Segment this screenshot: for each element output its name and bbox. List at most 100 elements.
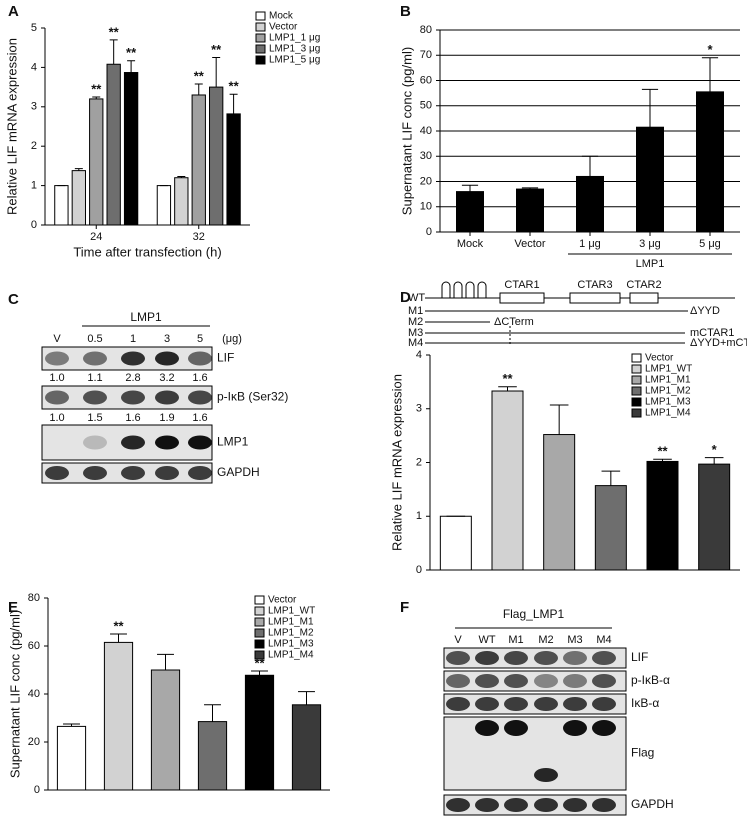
ctar2-box <box>629 292 659 304</box>
x-tick-label: Mock <box>457 238 484 250</box>
band <box>534 651 558 665</box>
band <box>592 674 616 688</box>
y-tick-label: 3 <box>31 101 37 113</box>
band <box>504 798 528 812</box>
band <box>121 351 145 366</box>
band <box>188 466 212 480</box>
significance: ** <box>502 371 513 386</box>
domain-label: CTAR2 <box>626 279 661 291</box>
significance: ** <box>126 45 137 60</box>
lane-label: 1 <box>130 333 136 345</box>
error-bar <box>704 457 724 465</box>
schematic <box>425 281 735 346</box>
y-tick-label: 40 <box>420 125 432 137</box>
significance: ** <box>113 618 124 633</box>
band <box>475 798 499 812</box>
legend-swatch <box>631 408 642 418</box>
bar <box>106 63 121 226</box>
row-label: LMP1 <box>217 435 249 449</box>
lane-label: M1 <box>508 634 523 646</box>
band <box>83 435 107 450</box>
bar <box>56 725 87 791</box>
band <box>188 390 212 405</box>
row-label: M1 <box>408 305 423 317</box>
band <box>45 390 69 405</box>
y-tick-label: 0 <box>426 226 432 238</box>
bar <box>89 98 104 226</box>
y-tick-label: 80 <box>420 24 432 36</box>
error-bar <box>194 83 203 95</box>
y-tick-label: 4 <box>416 349 422 361</box>
bar <box>594 485 627 571</box>
y-axis-title: Supernatant LIF conc (pg/ml) <box>7 610 22 778</box>
error-bar <box>521 187 539 190</box>
error-bar <box>601 470 621 486</box>
legend-swatch <box>254 606 265 616</box>
significance: ** <box>91 81 102 96</box>
quant-value: 1.6 <box>192 412 207 424</box>
quant-value: 2.8 <box>125 372 140 384</box>
band <box>188 351 212 366</box>
legend-label: LMP1_WT <box>268 606 315 617</box>
significance: ** <box>657 444 668 459</box>
band <box>475 697 499 711</box>
row-label: p-IκB (Ser32) <box>217 390 288 404</box>
y-tick-label: 40 <box>28 688 40 700</box>
error-bar <box>581 155 599 177</box>
significance: * <box>707 42 713 57</box>
band <box>446 798 470 812</box>
bar <box>698 463 731 571</box>
legend-swatch <box>631 353 642 363</box>
error-bar <box>653 458 672 462</box>
error-bar <box>229 93 238 114</box>
quant-value: 1.6 <box>192 372 207 384</box>
legend-label: LMP1_WT <box>645 364 692 375</box>
legend-label: LMP1_5 μg <box>269 55 320 66</box>
band <box>446 697 470 711</box>
bar <box>103 641 134 791</box>
row-label: p-IκB-α <box>631 673 670 687</box>
row-label: M2 <box>408 316 423 328</box>
significance: * <box>712 442 718 457</box>
error-bar <box>298 691 315 705</box>
panel-label: D <box>400 289 411 306</box>
bar <box>456 191 484 233</box>
legend-swatch <box>631 375 642 385</box>
y-axis-title: Relative LIF mRNA expression <box>4 38 19 215</box>
row-label: GAPDH <box>631 797 674 811</box>
band <box>592 651 616 665</box>
x-tick-label: 5 μg <box>699 238 721 250</box>
significance: ** <box>211 42 222 57</box>
significance: ** <box>194 68 205 83</box>
lane-label: 0.5 <box>87 333 102 345</box>
y-tick-label: 20 <box>420 175 432 187</box>
error-bar <box>498 386 517 392</box>
group-label: LMP1 <box>636 258 665 270</box>
domain-label: CTAR3 <box>577 279 612 291</box>
lane-label: M2 <box>538 634 553 646</box>
legend-label: LMP1_M1 <box>268 617 314 628</box>
quant-value: 1.1 <box>87 372 102 384</box>
band <box>563 697 587 711</box>
y-tick-label: 70 <box>420 49 432 61</box>
y-tick-label: 2 <box>31 140 37 152</box>
legend-swatch <box>631 364 642 374</box>
legend-swatch <box>631 397 642 407</box>
unit-label: (μg) <box>222 333 242 345</box>
legend-label: LMP1_M3 <box>268 639 314 650</box>
band <box>121 435 145 450</box>
transmembrane <box>441 281 487 298</box>
bar <box>54 185 69 226</box>
bar <box>123 72 139 226</box>
bar <box>156 185 172 226</box>
quant-value: 1.5 <box>87 412 102 424</box>
lane-label: V <box>454 634 462 646</box>
band <box>83 466 107 480</box>
error-bar <box>127 60 136 73</box>
ctar1-box <box>499 292 545 304</box>
x-tick-label: Vector <box>514 238 546 250</box>
band <box>83 390 107 405</box>
band <box>446 674 470 688</box>
bar <box>191 94 206 226</box>
x-tick-label: 32 <box>193 231 205 243</box>
